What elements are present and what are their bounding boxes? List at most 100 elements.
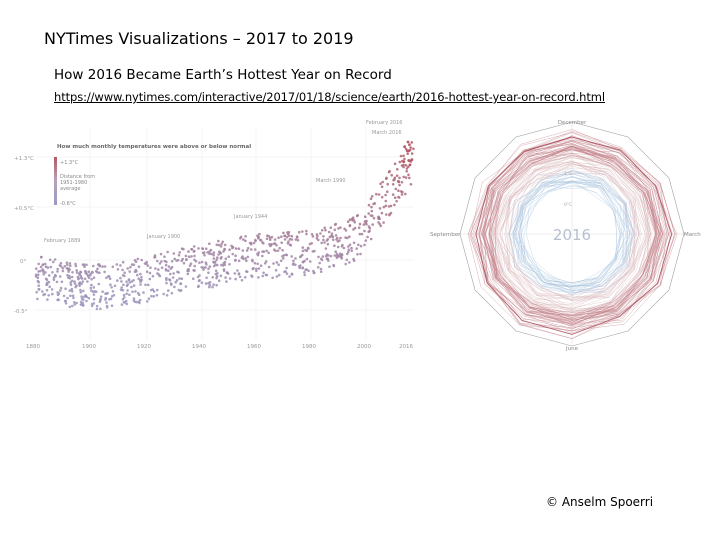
data-point: [335, 238, 338, 241]
data-point: [305, 257, 309, 261]
data-point: [109, 283, 112, 286]
data-point: [37, 262, 40, 266]
data-point: [76, 275, 80, 279]
data-point: [129, 265, 132, 269]
data-point: [389, 204, 393, 208]
data-point: [74, 262, 77, 266]
data-point: [170, 260, 174, 263]
data-point: [410, 152, 414, 155]
data-point: [54, 273, 57, 277]
data-point: [246, 246, 250, 250]
data-point: [221, 240, 224, 244]
data-point: [402, 160, 406, 164]
data-point: [133, 300, 137, 304]
data-point: [219, 274, 223, 278]
data-point: [86, 280, 89, 283]
y-tick-label: -0.5°: [14, 309, 28, 315]
data-point: [340, 257, 344, 260]
data-point: [200, 260, 204, 264]
data-point: [196, 275, 200, 279]
data-point: [45, 283, 48, 286]
data-point: [90, 304, 94, 308]
data-point: [391, 183, 395, 186]
data-point: [369, 237, 373, 241]
data-point: [280, 235, 283, 238]
data-point: [273, 242, 277, 245]
year-ring: [494, 153, 651, 318]
data-point: [140, 258, 143, 262]
data-point: [395, 174, 399, 177]
data-point: [286, 242, 290, 245]
data-point: [215, 258, 218, 262]
year-ring: [476, 149, 664, 320]
chart-title: How much monthly temperatures were above…: [57, 144, 251, 150]
data-point: [393, 203, 396, 207]
data-point: [404, 164, 408, 167]
data-point: [252, 241, 256, 245]
data-point: [398, 183, 401, 187]
data-point: [386, 190, 389, 193]
data-point: [275, 275, 279, 278]
data-point: [211, 276, 214, 279]
data-point: [276, 249, 280, 253]
data-point: [242, 257, 245, 261]
data-point: [408, 163, 412, 167]
year-ring: [482, 141, 660, 319]
data-point: [44, 271, 47, 274]
data-point: [336, 240, 340, 243]
data-point: [408, 176, 411, 180]
data-point: [64, 287, 67, 290]
data-point: [367, 203, 371, 207]
x-tick-label: 1920: [137, 344, 151, 350]
data-point: [208, 283, 212, 287]
data-point: [299, 255, 302, 259]
data-point: [352, 241, 356, 245]
grid-lines: [36, 127, 414, 340]
data-point: [168, 278, 171, 281]
data-point: [290, 234, 294, 238]
data-point: [296, 239, 300, 242]
data-point: [370, 209, 374, 213]
data-point: [56, 298, 59, 302]
data-point: [81, 301, 85, 305]
data-point: [370, 205, 373, 209]
data-point: [254, 238, 257, 242]
data-point: [140, 275, 143, 279]
data-point: [71, 271, 74, 274]
data-point: [357, 243, 360, 247]
data-point: [256, 253, 260, 257]
data-point: [125, 284, 129, 287]
data-point: [215, 243, 219, 247]
data-point: [122, 300, 126, 304]
data-point: [339, 236, 342, 240]
data-point: [378, 222, 382, 226]
data-point: [282, 257, 285, 260]
data-point: [401, 190, 404, 194]
data-point: [113, 284, 117, 288]
source-link[interactable]: https://www.nytimes.com/interactive/2017…: [54, 90, 605, 104]
year-ring: [513, 181, 621, 284]
data-point: [399, 154, 403, 158]
data-point: [97, 282, 101, 286]
data-point: [388, 170, 391, 173]
data-point: [345, 258, 349, 262]
data-point: [142, 291, 145, 294]
data-point: [36, 276, 40, 279]
data-point: [294, 238, 298, 241]
data-point: [346, 220, 350, 223]
data-point: [180, 277, 184, 280]
data-point: [306, 246, 310, 250]
data-point: [64, 302, 68, 305]
data-point: [369, 197, 373, 200]
data-point: [223, 243, 227, 247]
data-point: [406, 140, 410, 144]
data-point: [172, 252, 176, 255]
data-point: [285, 235, 289, 239]
data-point: [92, 298, 96, 301]
data-point: [334, 234, 338, 237]
data-point: [262, 242, 265, 245]
data-point: [70, 275, 74, 279]
year-ring: [494, 161, 646, 298]
data-point: [90, 283, 93, 287]
data-point: [139, 283, 142, 286]
